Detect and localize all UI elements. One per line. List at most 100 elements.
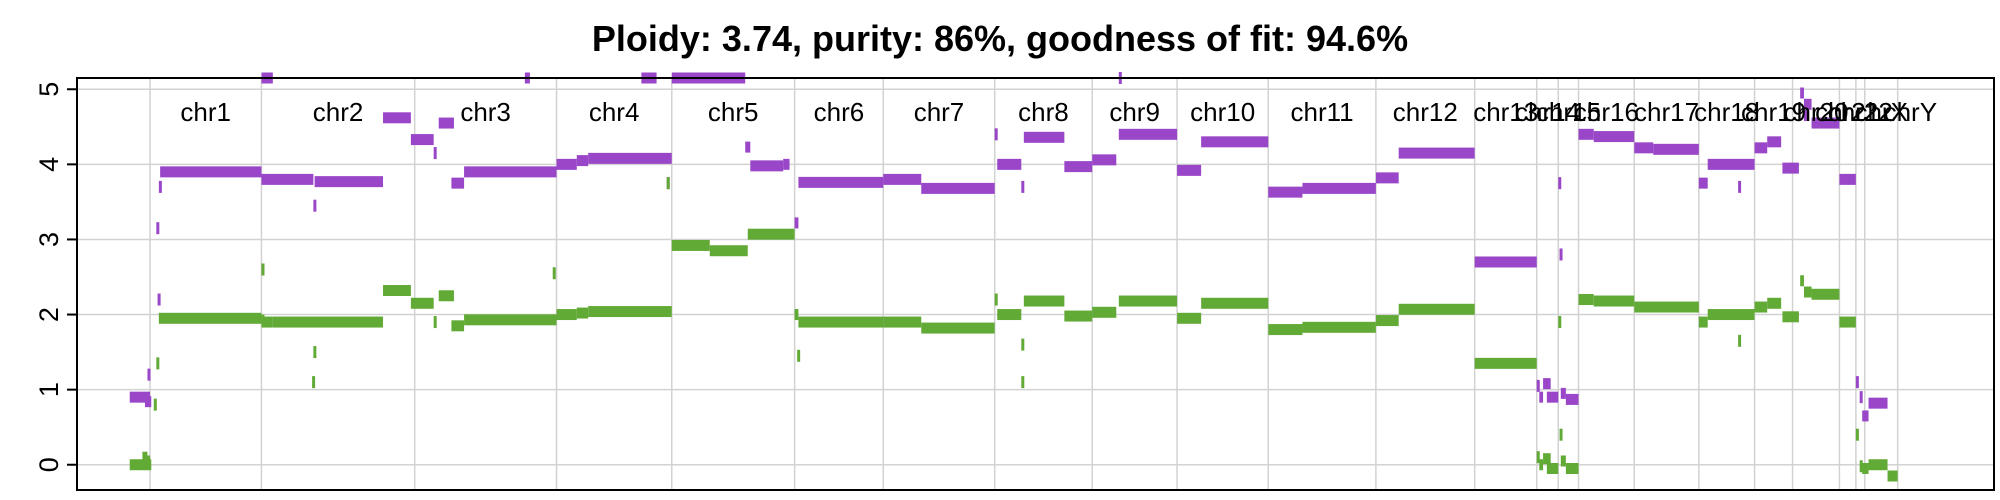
chromosome-label: chr2 <box>313 97 364 127</box>
major-segment <box>783 158 790 170</box>
minor-segment <box>794 309 799 321</box>
minor-segment <box>1546 462 1559 474</box>
chromosome-label: chr9 <box>1109 97 1160 127</box>
minor-segment <box>1558 316 1562 329</box>
major-segment <box>160 166 262 178</box>
minor-segment <box>261 314 265 327</box>
minor-segment <box>556 309 577 321</box>
major-segment <box>1177 164 1202 176</box>
major-segment <box>1803 98 1812 110</box>
minor-segment <box>1543 453 1551 465</box>
minor-segment <box>410 297 434 309</box>
major-segment <box>1546 391 1559 403</box>
minor-segment <box>1855 428 1859 441</box>
major-segment <box>1536 379 1540 392</box>
minor-segment <box>1177 312 1202 324</box>
major-segment <box>1738 180 1742 193</box>
minor-segment <box>883 316 922 328</box>
chromosome-label: chr20 <box>1783 97 1848 127</box>
chromosome-label: chr13 <box>1473 97 1538 127</box>
y-tick-label: 5 <box>34 82 64 97</box>
major-segment <box>1092 154 1117 166</box>
major-segment <box>750 160 784 172</box>
major-segment <box>1754 142 1768 154</box>
chromosome-label: chr4 <box>589 97 640 127</box>
minor-segment <box>1782 311 1799 323</box>
minor-segment <box>1887 470 1898 482</box>
chromosome-label: chr7 <box>914 97 965 127</box>
minor-segment <box>576 307 589 319</box>
minor-segment <box>552 267 556 280</box>
chromosome-label: chrX <box>1854 97 1907 127</box>
major-segment <box>1800 87 1804 99</box>
major-segment <box>314 176 384 188</box>
minor-segment <box>1839 316 1856 328</box>
minor-segment <box>1560 455 1566 467</box>
major-segment <box>129 391 150 403</box>
major-segment <box>1868 397 1888 409</box>
chromosome-label: chr11 <box>1291 97 1354 127</box>
major-segment <box>1859 391 1863 404</box>
chromosome-label: chr22 <box>1828 97 1893 127</box>
major-segment <box>1064 161 1093 173</box>
major-segment <box>261 173 314 185</box>
minor-segment <box>261 316 273 328</box>
minor-segment <box>709 245 748 257</box>
minor-segment <box>1593 295 1635 307</box>
minor-segment <box>671 239 710 251</box>
minor-segment <box>1738 334 1742 347</box>
minor-segment <box>1698 316 1708 328</box>
major-segment <box>997 158 1022 170</box>
major-segment <box>1023 131 1065 143</box>
major-segment <box>1803 110 1810 122</box>
chart-title: Ploidy: 3.74, purity: 86%, goodness of f… <box>591 18 1409 59</box>
major-segment <box>1782 162 1799 174</box>
major-segment <box>745 141 751 153</box>
minor-segment <box>438 290 454 302</box>
minor-segment <box>383 285 411 297</box>
minor-segment <box>1859 460 1863 473</box>
major-segment <box>410 134 434 146</box>
minor-segment <box>1707 309 1755 321</box>
major-segment <box>798 176 884 188</box>
minor-segment <box>1398 303 1475 315</box>
major-segment <box>156 222 160 235</box>
minor-segment <box>158 312 262 324</box>
chromosome-label: chrY <box>1884 97 1937 127</box>
minor-segment <box>1536 451 1540 464</box>
major-segment <box>1862 410 1869 422</box>
major-segment <box>1201 136 1269 148</box>
major-segment <box>1543 378 1551 390</box>
major-segment <box>451 177 465 189</box>
major-segment <box>383 112 411 124</box>
minor-segment <box>1565 462 1579 474</box>
chromosome-label: chr3 <box>460 97 511 127</box>
y-tick-label: 4 <box>34 157 64 172</box>
major-segment <box>1398 147 1475 159</box>
y-tick-label: 3 <box>34 232 64 247</box>
minor-segment <box>1559 428 1563 441</box>
major-segment <box>1839 173 1856 185</box>
major-segment <box>157 293 161 306</box>
major-segment <box>794 217 799 229</box>
y-tick-label: 1 <box>34 382 64 397</box>
minor-segment <box>1268 324 1303 336</box>
minor-segment <box>1800 275 1804 287</box>
chromosome-label: chr14 <box>1515 97 1580 127</box>
major-segment <box>1634 142 1654 154</box>
minor-segment <box>1064 310 1093 322</box>
major-segment <box>1578 128 1594 140</box>
minor-segment <box>261 263 265 276</box>
chromosome-label: chr16 <box>1574 97 1639 127</box>
minor-segment <box>747 228 795 240</box>
major-segment <box>1811 117 1840 129</box>
minor-segment <box>272 316 384 328</box>
minor-segment <box>666 177 670 190</box>
major-segment <box>464 166 557 178</box>
major-segment <box>1474 256 1537 268</box>
minor-segment <box>313 346 317 359</box>
major-segment <box>1707 158 1755 170</box>
chromosome-label: chr12 <box>1393 97 1458 127</box>
minor-segment <box>1634 301 1699 313</box>
